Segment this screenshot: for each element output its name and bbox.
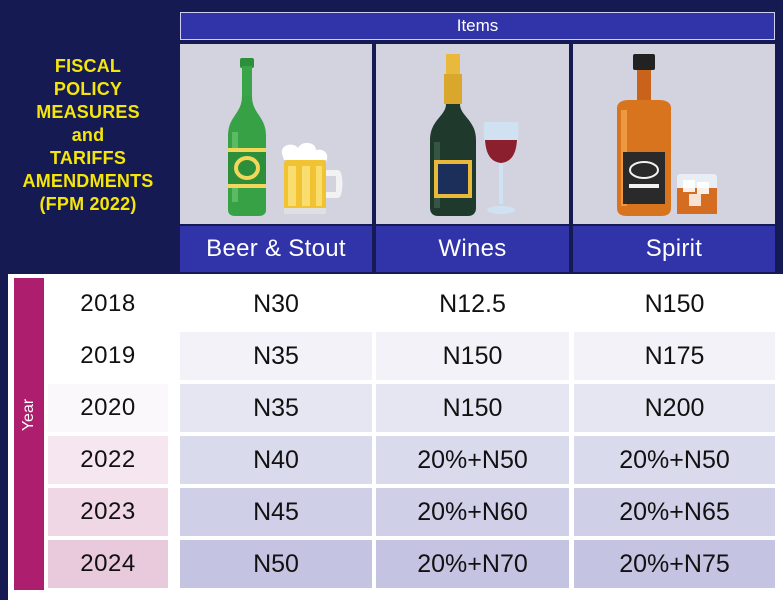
column-header-beer-stout: Beer & Stout	[180, 226, 372, 272]
title-line: and	[71, 124, 105, 145]
table-row: 2022 N40 20%+N50 20%+N50	[48, 436, 775, 484]
wines-cell: 20%+N70	[376, 540, 569, 588]
beer-image-panel	[180, 44, 372, 224]
year-cell: 2024	[48, 540, 168, 588]
table-row: 2020 N35 N150 N200	[48, 384, 775, 432]
year-cell: 2023	[48, 488, 168, 536]
beer-stout-cell: N40	[180, 436, 372, 484]
beer-stout-cell: N45	[180, 488, 372, 536]
table-row: 2023 N45 20%+N60 20%+N65	[48, 488, 775, 536]
wines-cell: 20%+N50	[376, 436, 569, 484]
table-row: 2024 N50 20%+N70 20%+N75	[48, 540, 775, 588]
title-line: POLICY	[53, 78, 123, 99]
spirit-cell: N200	[574, 384, 775, 432]
spirit-cell: N175	[574, 332, 775, 380]
column-header-spirit: Spirit	[573, 226, 775, 272]
year-cell: 2019	[48, 332, 168, 380]
table-row: 2018 N30 N12.5 N150	[48, 280, 775, 328]
year-cell: 2018	[48, 280, 168, 328]
wines-cell: N150	[376, 332, 569, 380]
title-line: MEASURES	[36, 101, 140, 122]
spirit-cell: 20%+N65	[574, 488, 775, 536]
title-line: TARIFFS	[49, 147, 127, 168]
year-band	[14, 278, 44, 590]
beer-stout-cell: N35	[180, 384, 372, 432]
whiskey-bottle-and-glass-icon	[617, 54, 717, 216]
column-header-wines: Wines	[376, 226, 569, 272]
wine-image-panel	[376, 44, 569, 224]
beer-stout-cell: N50	[180, 540, 372, 588]
wines-cell: N12.5	[376, 280, 569, 328]
year-cell: 2020	[48, 384, 168, 432]
wines-cell: N150	[376, 384, 569, 432]
title-block: FISCAL POLICY MEASURES and TARIFFS AMEND…	[8, 40, 168, 230]
title-line: AMENDMENTS	[22, 170, 154, 191]
year-cell: 2022	[48, 436, 168, 484]
beer-stout-cell: N30	[180, 280, 372, 328]
wine-bottle-and-glass-icon	[430, 54, 519, 216]
table-row: 2019 N35 N150 N175	[48, 332, 775, 380]
beer-bottle-and-mug-icon	[228, 58, 343, 216]
spirit-image-panel	[573, 44, 775, 224]
spirit-cell: N150	[574, 280, 775, 328]
year-label: Year	[20, 398, 37, 432]
spirit-cell: 20%+N75	[574, 540, 775, 588]
items-header: Items	[180, 12, 775, 40]
wines-cell: 20%+N60	[376, 488, 569, 536]
title-line: FISCAL	[54, 55, 122, 76]
spirit-cell: 20%+N50	[574, 436, 775, 484]
beer-stout-cell: N35	[180, 332, 372, 380]
title-line: (FPM 2022)	[39, 193, 137, 214]
